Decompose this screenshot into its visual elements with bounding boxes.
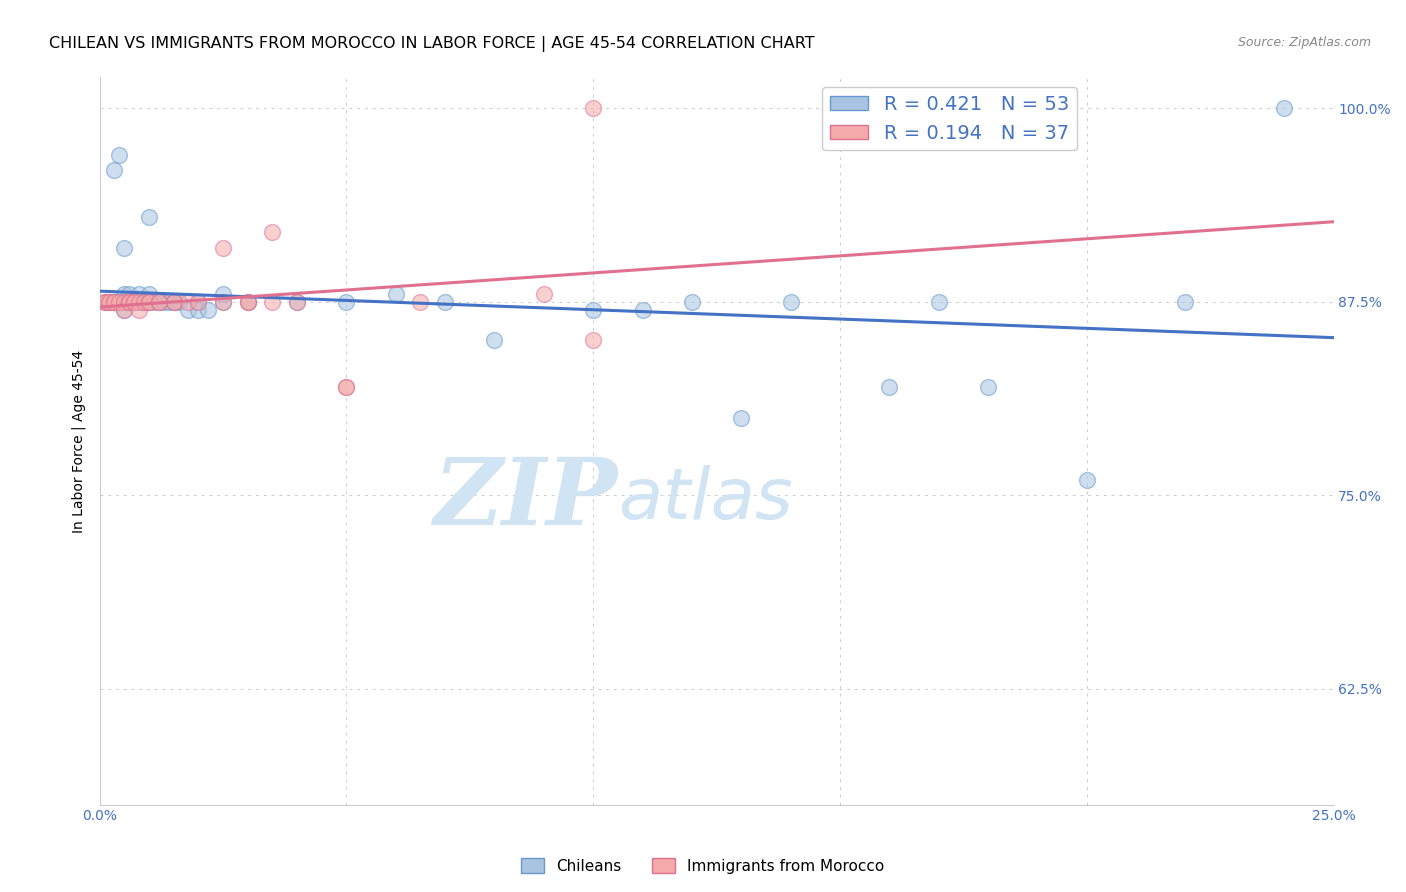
Point [236,294,259,309]
Point [167,294,190,309]
Point [118,287,141,301]
Point [132,294,155,309]
Point [197,302,219,317]
Point [148,294,170,309]
Y-axis label: In Labor Force | Age 45-54: In Labor Force | Age 45-54 [72,350,86,533]
Point [187,294,209,309]
Text: atlas: atlas [617,465,793,533]
Point [262,294,284,309]
Point [138,287,160,301]
Point [112,302,135,317]
Point [157,294,180,309]
Point [187,294,209,309]
Point [118,294,141,309]
Point [335,294,357,309]
Point [93,294,115,309]
Point [118,294,141,309]
Point [730,410,752,425]
Point [122,294,145,309]
Point [335,380,357,394]
Point [384,287,406,301]
Point [98,294,121,309]
Point [335,380,357,394]
Point [132,294,155,309]
Point [1272,102,1295,116]
Point [187,302,209,317]
Point [138,210,160,224]
Legend: Chileans, Immigrants from Morocco: Chileans, Immigrants from Morocco [515,852,891,880]
Point [163,294,186,309]
Point [631,302,654,317]
Point [212,287,235,301]
Legend: R = 0.421   N = 53, R = 0.194   N = 37: R = 0.421 N = 53, R = 0.194 N = 37 [821,87,1077,151]
Point [98,294,121,309]
Point [582,102,605,116]
Point [108,294,131,309]
Point [103,294,125,309]
Point [93,294,115,309]
Point [132,294,155,309]
Point [236,294,259,309]
Point [533,287,555,301]
Point [152,294,174,309]
Point [434,294,457,309]
Point [236,294,259,309]
Point [138,294,160,309]
Point [108,294,131,309]
Text: CHILEAN VS IMMIGRANTS FROM MOROCCO IN LABOR FORCE | AGE 45-54 CORRELATION CHART: CHILEAN VS IMMIGRANTS FROM MOROCCO IN LA… [49,36,815,52]
Point [128,287,150,301]
Point [582,334,605,348]
Point [779,294,801,309]
Point [128,302,150,317]
Point [879,380,901,394]
Point [122,294,145,309]
Point [112,294,135,309]
Text: ZIP: ZIP [433,454,617,544]
Point [977,380,1000,394]
Point [103,294,125,309]
Point [681,294,703,309]
Point [212,241,235,255]
Point [128,294,150,309]
Point [177,294,200,309]
Point [138,294,160,309]
Point [928,294,950,309]
Point [98,294,121,309]
Point [163,294,186,309]
Point [128,294,150,309]
Point [1076,473,1098,487]
Point [118,294,141,309]
Point [108,148,131,162]
Point [112,241,135,255]
Point [484,334,506,348]
Point [93,294,115,309]
Point [103,294,125,309]
Point [1174,294,1197,309]
Point [148,294,170,309]
Point [285,294,308,309]
Text: Source: ZipAtlas.com: Source: ZipAtlas.com [1237,36,1371,49]
Point [122,294,145,309]
Point [112,302,135,317]
Point [177,302,200,317]
Point [285,294,308,309]
Point [108,294,131,309]
Point [212,294,235,309]
Point [138,294,160,309]
Point [142,294,165,309]
Point [122,294,145,309]
Point [163,294,186,309]
Point [103,294,125,309]
Point [103,163,125,178]
Point [118,294,141,309]
Point [582,302,605,317]
Point [148,294,170,309]
Point [112,294,135,309]
Point [409,294,432,309]
Point [212,294,235,309]
Point [262,225,284,239]
Point [112,287,135,301]
